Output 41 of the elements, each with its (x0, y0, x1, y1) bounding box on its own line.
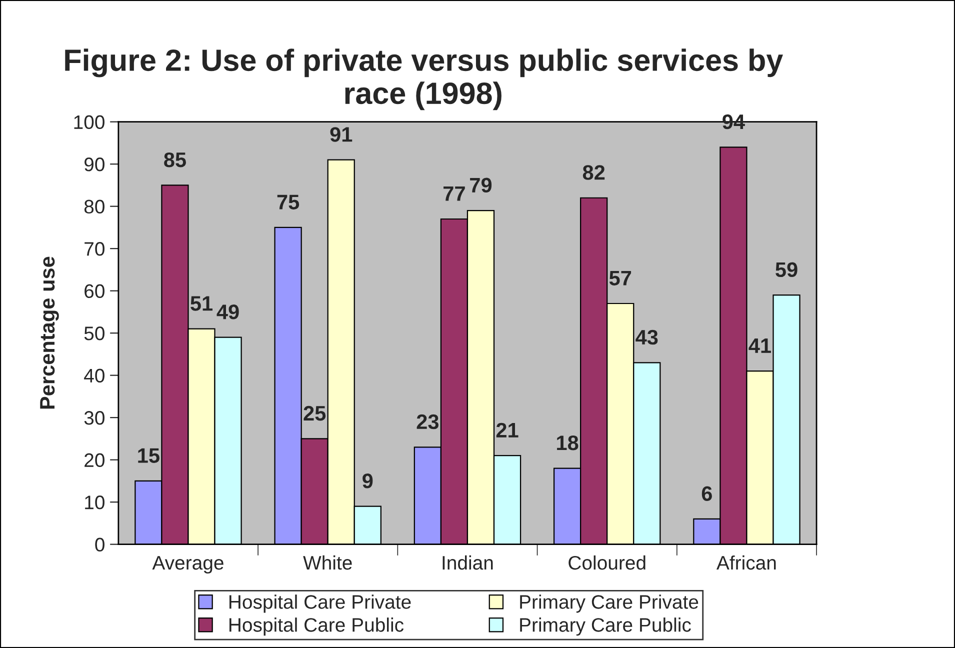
y-tick-label: 20 (84, 453, 104, 468)
data-label: 91 (330, 127, 352, 142)
x-tick-label: African (716, 555, 776, 570)
data-label: 51 (190, 296, 212, 311)
y-axis-title: Percentage use (40, 256, 59, 409)
y-tick-label: 90 (84, 158, 104, 172)
y-tick-label: 30 (84, 411, 104, 425)
data-label: 77 (444, 186, 465, 201)
y-tick-label: 0 (95, 538, 104, 552)
data-label: 41 (748, 338, 771, 353)
y-tick-label: 100 (74, 115, 104, 130)
y-tick-label: 10 (85, 496, 104, 510)
y-tick-label: 70 (84, 242, 104, 256)
data-label: 15 (138, 448, 160, 463)
data-label: 25 (304, 406, 326, 421)
y-tick-label: 60 (84, 284, 104, 298)
chart-title: Figure 2: Use of private versus public services by race (1998) (65, 48, 783, 110)
data-label: 49 (216, 304, 239, 320)
data-label: 6 (702, 486, 712, 501)
legend-label: Primary Care Private (520, 594, 698, 613)
data-label: 57 (609, 270, 632, 286)
legend-label: Primary Care Public (520, 618, 691, 636)
data-label: 82 (582, 165, 605, 180)
legend-label: Hospital Care Public (229, 618, 404, 636)
data-label: 23 (416, 414, 439, 430)
data-label: 75 (277, 194, 300, 210)
data-label: 85 (164, 152, 186, 168)
legend-label: Hospital Care Private (229, 594, 411, 613)
y-tick-label: 40 (84, 368, 104, 383)
data-label: 18 (557, 436, 578, 450)
y-tick-label: 80 (84, 200, 104, 214)
data-label: 21 (496, 422, 518, 438)
data-label: 43 (636, 330, 658, 345)
x-tick-label: White (303, 555, 352, 570)
x-tick-label: Average (152, 556, 224, 574)
y-tick-label: 50 (84, 326, 104, 340)
data-label: 9 (362, 474, 373, 488)
x-tick-label: Coloured (568, 555, 646, 570)
data-label: 79 (470, 178, 492, 193)
data-label: 59 (776, 262, 798, 278)
x-tick-label: Indian (442, 555, 493, 570)
